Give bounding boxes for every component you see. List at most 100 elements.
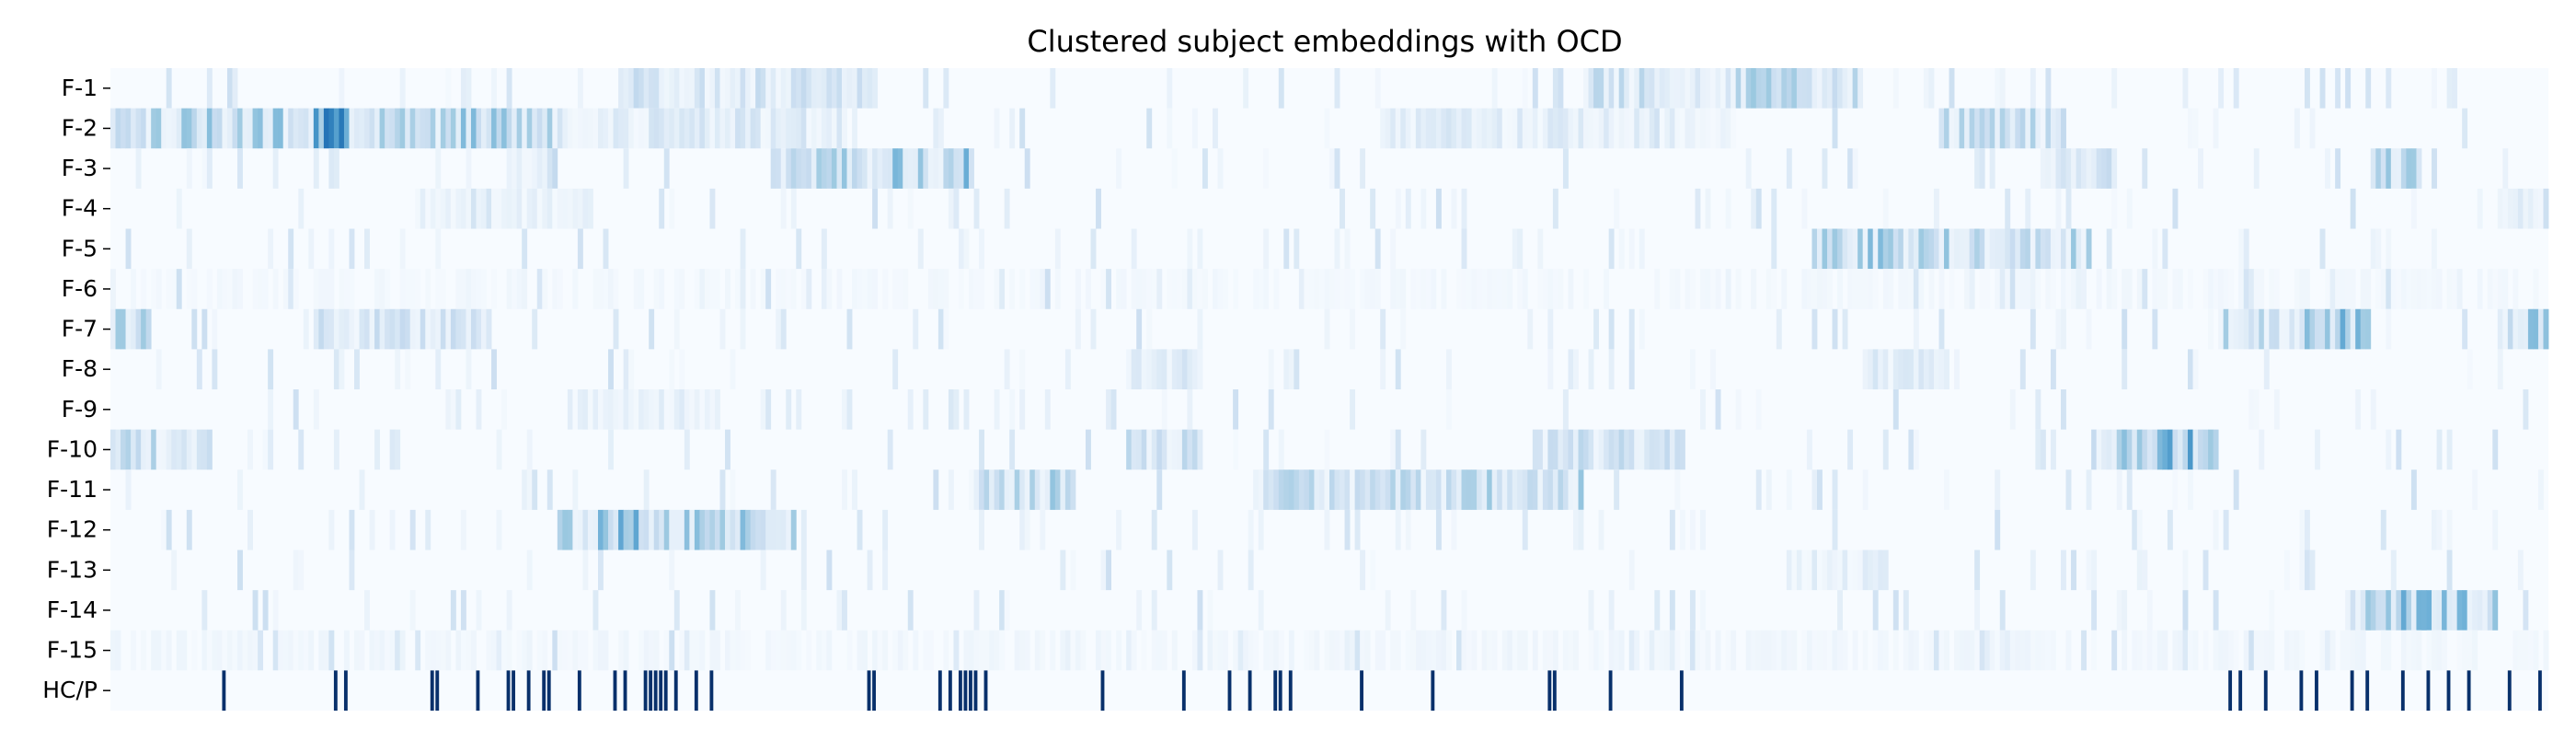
heatmap-cell [2111,148,2118,189]
heatmap-cell [1477,469,1483,510]
heatmap-cell [374,630,380,671]
heatmap-cell [649,68,655,109]
heatmap-cell [633,509,639,550]
heatmap-cell [399,269,406,309]
heatmap-cell [1659,68,1665,109]
heatmap-cell [2456,269,2463,309]
heatmap-cell [1852,68,1858,109]
heatmap-cell [1847,148,1854,189]
heatmap-cell [1892,349,1899,390]
heatmap-cell [349,108,355,149]
heatmap-cell [155,349,162,390]
heatmap-cell [1776,68,1782,109]
heatmap-cell [460,590,466,631]
heatmap-cell [598,630,604,671]
heatmap-cell [2106,148,2112,189]
heatmap-cell [1715,269,1721,309]
heatmap-cell [1669,630,1675,671]
heatmap-cell [719,68,726,109]
heatmap-cell [933,108,939,149]
heatmap-cell [618,630,624,671]
heatmap-cell [623,349,629,390]
heatmap-cell [2086,469,2092,510]
heatmap-cell [501,389,508,430]
heatmap-cell [1527,469,1534,510]
heatmap-cell [623,148,629,189]
heatmap-cell [649,389,655,430]
heatmap-cell [2065,469,2072,510]
heatmap-cell [171,108,178,149]
heatmap-cell [262,108,269,149]
heatmap-cell [1466,269,1472,309]
heatmap-cell [2421,590,2427,631]
heatmap-cell [689,108,696,149]
heatmap-cell [405,108,411,149]
heatmap-cell [1984,228,1991,270]
heatmap-cell [2208,308,2214,350]
heatmap-cell [750,108,756,149]
heatmap-cell [842,590,847,631]
heatmap-cell [1933,349,1939,390]
heatmap-cell [1715,630,1721,671]
heatmap-cell [796,228,802,270]
heatmap-cell [145,429,152,470]
heatmap-cell [2202,269,2209,309]
heatmap-cell [2269,269,2275,309]
heatmap-cell [1019,269,1026,309]
heatmap-cell [536,148,543,189]
heatmap-cell [1547,630,1554,671]
heatmap-cell [628,389,635,430]
heatmap-cell [2299,269,2306,309]
heatmap-cell [1425,630,1432,671]
heatmap-cell [1710,349,1716,390]
heatmap-cell [2218,68,2225,109]
heatmap-cell [212,108,218,149]
heatmap-cell [333,148,339,189]
heatmap-cell [399,68,406,109]
heatmap-cell [1552,68,1558,109]
heatmap-cell [2192,429,2199,470]
heatmap-cell [943,68,949,109]
heatmap-cell [755,68,762,109]
heatmap-cell [1253,469,1259,510]
heatmap-cell [2533,269,2539,309]
heatmap-cell [765,630,772,671]
heatmap-cell [1435,188,1442,229]
heatmap-cell [623,630,629,671]
heatmap-cell [679,108,685,149]
heatmap-cell [1334,269,1340,309]
heatmap-cell [1445,108,1452,149]
heatmap-cell [1923,630,1929,671]
heatmap-cell [232,108,238,149]
heatmap-cell [1415,269,1421,309]
heatmap-cell [653,509,660,550]
heatmap-cell [2111,188,2118,229]
heatmap-cell [1298,469,1305,510]
heatmap-cell [897,148,903,189]
heatmap-cell [542,188,548,229]
heatmap-cell [516,188,523,229]
heatmap-cell [1344,630,1351,671]
heatmap-cell [1588,429,1594,470]
heatmap-cell [1491,469,1498,510]
heatmap-cell [389,509,396,550]
heatmap-cell [288,630,294,671]
heatmap-cell [1878,630,1884,671]
heatmap-cell [395,429,401,470]
heatmap-cell [2182,550,2189,591]
hcp-marker [1552,670,1557,712]
heatmap-cell [2513,188,2519,229]
heatmap-cell [2446,429,2453,470]
heatmap-cell [328,509,335,550]
heatmap-cell [1832,509,1838,550]
heatmap-cell [425,188,431,229]
heatmap-cell [420,308,426,350]
heatmap-cell [628,509,635,550]
heatmap-cell [592,630,599,671]
heatmap-cell [1644,68,1650,109]
heatmap-cell [1110,389,1117,430]
heatmap-cell [2325,269,2330,309]
heatmap-cell [1725,269,1731,309]
heatmap-cell [1999,68,2006,109]
heatmap-cell [913,148,919,189]
